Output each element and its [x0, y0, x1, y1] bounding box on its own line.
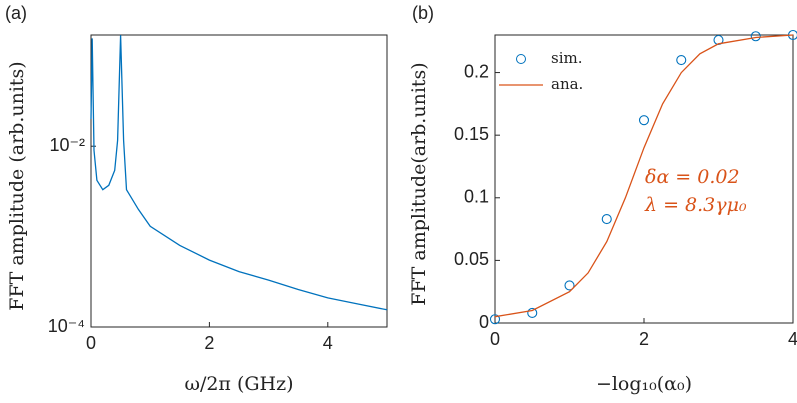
- data-point: [638, 115, 650, 126]
- y-axis-label: FFT amplitude (arb.units): [6, 61, 28, 310]
- y-tick-label: 10⁻⁴: [48, 316, 85, 336]
- annotation: δα = 0.02: [645, 166, 740, 188]
- x-axis-label: −log₁₀(α₀): [596, 373, 692, 395]
- y-tick-label: 10⁻²: [49, 135, 85, 155]
- data-point: [676, 54, 687, 66]
- y-axis-label: FFT amplitude(arb.units): [408, 62, 430, 305]
- y-tick-label: 0.2: [464, 61, 489, 81]
- x-tick-label: 4: [788, 329, 797, 349]
- y-tick-label: 0: [479, 312, 489, 332]
- panel-label: (b): [412, 3, 434, 23]
- axes-box: [90, 34, 388, 328]
- y-tick-label: 0.05: [454, 249, 489, 269]
- axes-box: [494, 34, 794, 324]
- panel-label: (a): [5, 3, 27, 23]
- data-line: [494, 34, 794, 318]
- x-tick-label: 2: [639, 329, 649, 349]
- annotation: λ = 8.3γμ₀: [644, 194, 747, 216]
- x-tick-label: 0: [86, 333, 96, 353]
- data-point: [527, 307, 538, 319]
- data-point: [564, 280, 575, 291]
- x-tick-label: 4: [323, 333, 333, 353]
- y-tick-label: 0.1: [464, 187, 489, 207]
- data-point: [750, 31, 761, 42]
- x-axis-label: ω/2π (GHz): [184, 373, 293, 395]
- data-line: [90, 35, 388, 311]
- legend-label: ana.: [551, 75, 583, 93]
- legend-label: sim.: [551, 49, 583, 67]
- x-tick-label: 0: [490, 329, 500, 349]
- x-tick-label: 2: [204, 333, 214, 353]
- y-tick-label: 0.15: [454, 124, 489, 144]
- data-point: [489, 314, 501, 325]
- data-point: [601, 214, 612, 225]
- legend-swatch: [516, 54, 526, 64]
